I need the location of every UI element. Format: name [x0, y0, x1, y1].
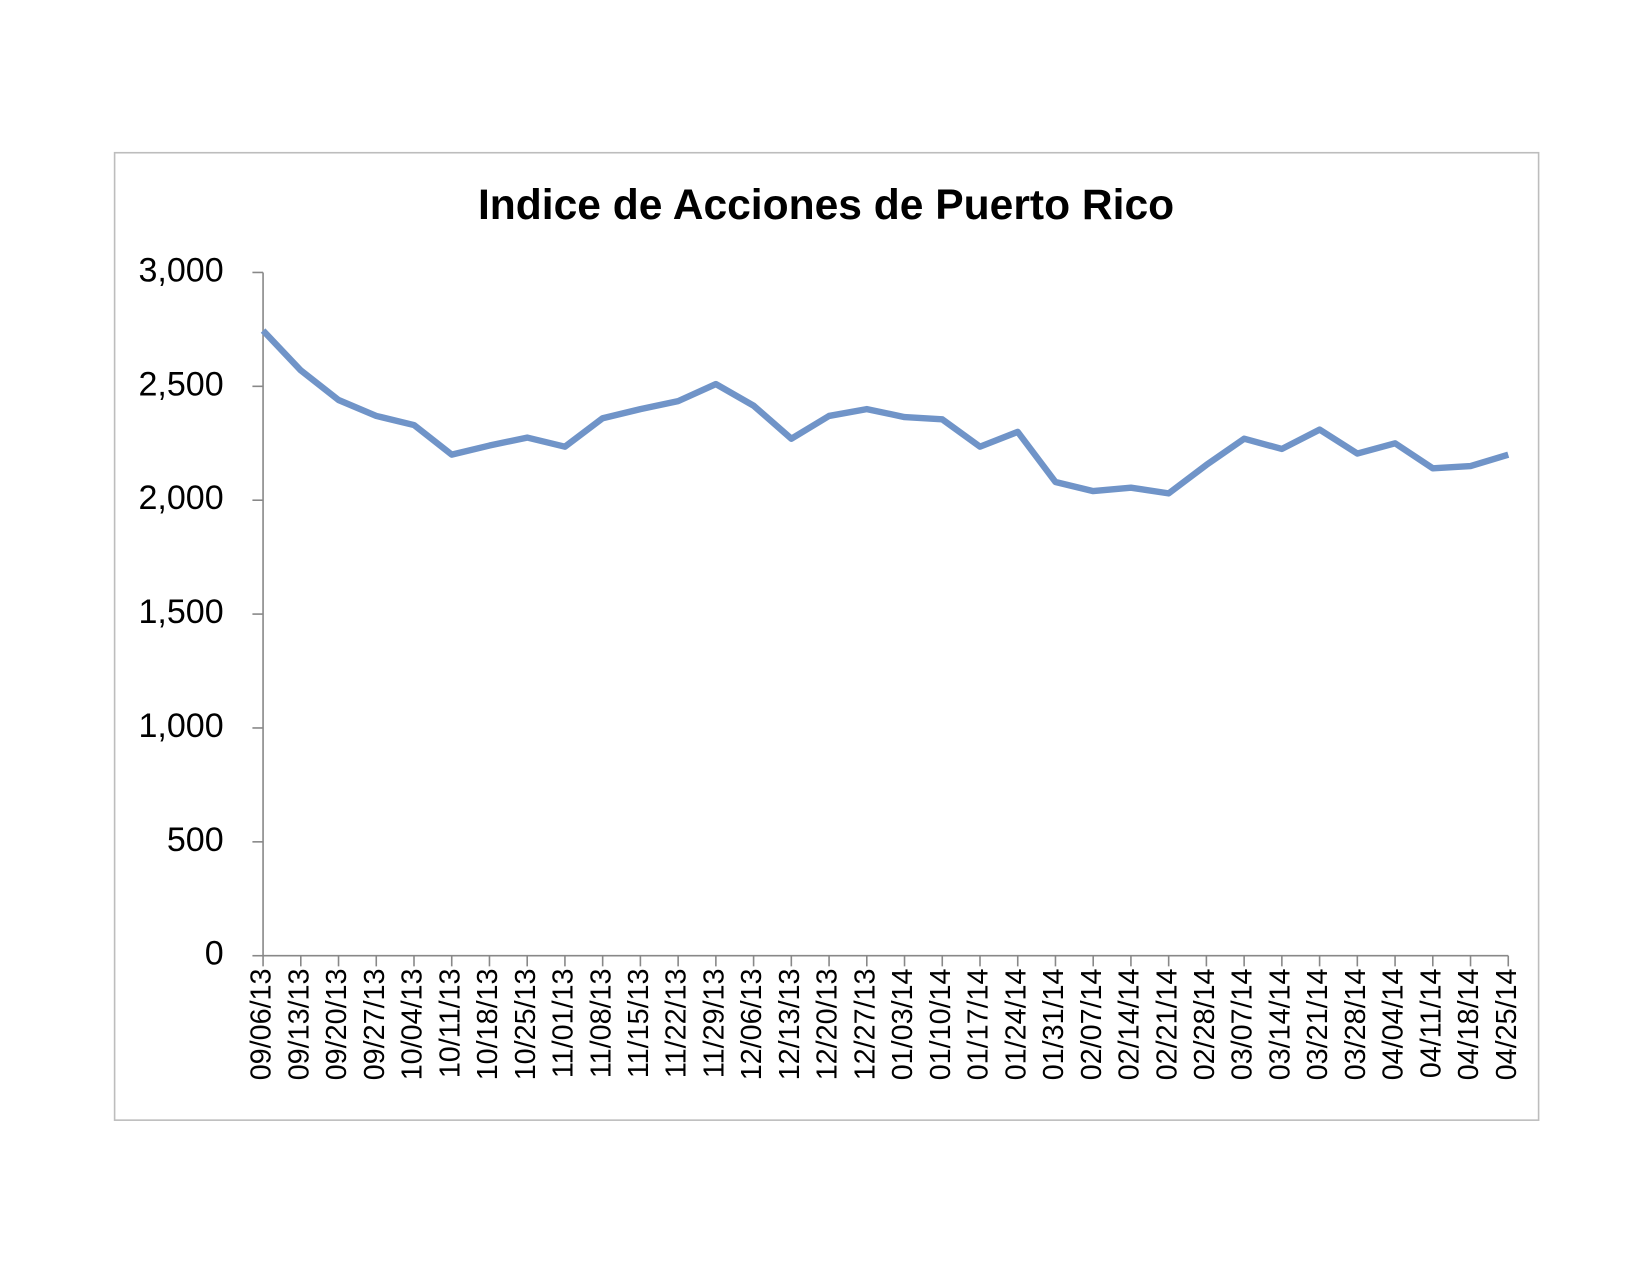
- x-tick-label: 02/21/14: [1151, 968, 1183, 1080]
- x-tick-label: 04/04/14: [1378, 968, 1410, 1080]
- x-tick-label: 11/01/13: [548, 968, 580, 1078]
- x-tick-label: 04/11/14: [1415, 968, 1447, 1078]
- x-tick-label: 01/31/14: [1038, 968, 1070, 1080]
- y-tick-label: 2,000: [138, 479, 223, 517]
- x-tick-label: 03/21/14: [1302, 968, 1334, 1080]
- x-tick-label: 02/07/14: [1076, 968, 1108, 1080]
- x-tick-label: 03/28/14: [1340, 968, 1372, 1080]
- x-tick-label: 03/14/14: [1264, 968, 1296, 1080]
- chart-frame: [113, 151, 1540, 1121]
- y-tick-label: 1,000: [138, 707, 223, 745]
- x-tick-label: 04/18/14: [1453, 968, 1485, 1080]
- x-tick-label: 01/03/14: [887, 968, 919, 1080]
- x-tick-label: 09/27/13: [359, 968, 391, 1080]
- x-tick-label: 10/04/13: [397, 968, 429, 1080]
- x-tick-label: 01/10/14: [925, 968, 957, 1080]
- x-tick-label: 11/15/13: [623, 968, 655, 1078]
- y-tick-label: 2,500: [138, 365, 223, 403]
- x-tick-label: 02/14/14: [1114, 968, 1146, 1080]
- x-tick-label: 12/27/13: [849, 968, 881, 1080]
- y-tick-label: 0: [205, 935, 224, 973]
- x-tick-label: 09/20/13: [321, 968, 353, 1080]
- x-tick-label: 01/17/14: [963, 968, 995, 1080]
- x-tick-label: 12/13/13: [774, 968, 806, 1080]
- x-tick-label: 10/25/13: [510, 968, 542, 1080]
- y-tick-label: 500: [167, 821, 224, 859]
- x-tick-label: 01/24/14: [1000, 968, 1032, 1080]
- x-tick-label: 03/07/14: [1227, 968, 1259, 1080]
- x-tick-label: 04/25/14: [1491, 968, 1523, 1080]
- x-tick-label: 10/18/13: [472, 968, 504, 1080]
- x-tick-label: 11/29/13: [698, 968, 730, 1078]
- data-line: [260, 328, 1510, 497]
- x-tick-label: 09/06/13: [246, 968, 278, 1080]
- chart-title: Indice de Acciones de Puerto Rico: [478, 181, 1174, 229]
- x-tick-label: 10/11/13: [434, 968, 466, 1078]
- x-tick-label: 12/06/13: [736, 968, 768, 1080]
- x-tick-label: 02/28/14: [1189, 968, 1221, 1080]
- x-tick-label: 12/20/13: [812, 968, 844, 1080]
- x-tick-label: 09/13/13: [283, 968, 315, 1080]
- x-tick-label: 11/08/13: [585, 968, 617, 1078]
- x-tick-label: 11/22/13: [661, 968, 693, 1078]
- y-tick-label: 3,000: [138, 251, 223, 289]
- y-tick-label: 1,500: [138, 593, 223, 631]
